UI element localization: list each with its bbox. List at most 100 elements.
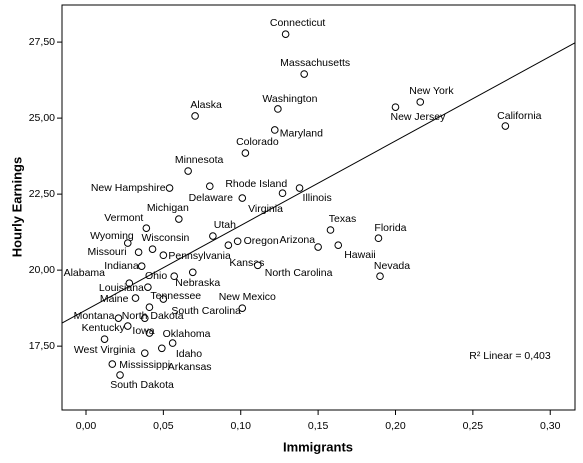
point-label: Mississippi	[119, 359, 170, 371]
point-label: Colorado	[236, 136, 279, 148]
point-label: New York	[409, 85, 454, 97]
x-tick-label: 0,05	[153, 420, 174, 432]
point	[391, 103, 400, 111]
x-tick-label: 0,30	[540, 420, 561, 432]
point-label: Nebraska	[175, 277, 220, 289]
point-label: Michigan	[147, 202, 189, 214]
x-tick-label: 0,20	[385, 420, 406, 432]
point-label: Connecticut	[270, 17, 326, 29]
point-label: Rhode Island	[225, 178, 287, 190]
point-label: South Dakota	[110, 379, 174, 391]
point	[140, 314, 149, 322]
point	[253, 261, 262, 270]
point	[205, 182, 214, 191]
y-tick-label: 25,00	[29, 112, 55, 124]
point	[142, 224, 151, 232]
point-label: Louisiana	[99, 282, 144, 294]
point	[278, 189, 287, 198]
point	[376, 272, 384, 281]
point-label: Wisconsin	[142, 232, 190, 244]
point-label: Idaho	[176, 348, 202, 360]
point	[238, 194, 247, 202]
x-axis-label: Immigrants	[283, 439, 353, 454]
y-tick-label: 20,00	[29, 264, 55, 276]
point-label: North Dakota	[122, 310, 184, 322]
point	[140, 349, 149, 357]
point-label: New Hampshire	[91, 182, 166, 194]
x-tick-label: 0,00	[76, 420, 97, 432]
point	[114, 314, 123, 322]
point-label: Alaska	[190, 99, 222, 111]
point	[144, 283, 152, 291]
point	[326, 226, 335, 234]
point	[165, 184, 174, 192]
point	[416, 98, 425, 106]
point	[209, 232, 217, 240]
point-label: Washington	[262, 93, 317, 105]
point	[159, 295, 168, 303]
point-label: Arkansas	[168, 361, 212, 373]
point-label: Tennessee	[150, 290, 201, 302]
point	[158, 344, 166, 353]
point-label: North Carolina	[265, 267, 333, 279]
point	[300, 70, 308, 78]
y-axis-label: Hourly Earnings	[9, 157, 24, 257]
y-tick-label: 27,50	[29, 36, 55, 48]
point-label: Ohio	[145, 270, 167, 282]
point-label: Massachusetts	[280, 57, 350, 69]
point	[148, 245, 157, 253]
point	[270, 126, 279, 134]
point	[233, 237, 242, 246]
point	[145, 329, 154, 337]
point	[274, 105, 282, 113]
point	[191, 112, 199, 120]
point	[168, 339, 177, 347]
point	[241, 149, 250, 157]
point	[188, 268, 197, 277]
point	[175, 215, 183, 223]
point	[224, 241, 233, 250]
point-label: Illinois	[303, 192, 332, 204]
x-tick-label: 0,10	[231, 420, 252, 432]
point	[145, 303, 154, 312]
point-label: Florida	[374, 222, 406, 234]
point-label: Minnesota	[175, 154, 224, 166]
point	[134, 248, 143, 256]
point	[108, 360, 117, 368]
point	[501, 122, 510, 130]
point-label: Delaware	[189, 192, 234, 204]
point	[123, 239, 132, 247]
plot-area	[61, 4, 576, 411]
point-label: Wyoming	[90, 230, 134, 242]
point	[314, 243, 322, 251]
point	[281, 30, 290, 38]
point-label: Virginia	[248, 203, 283, 215]
fit-line	[61, 42, 576, 324]
point-label: Maryland	[280, 128, 323, 140]
point-label: Maine	[100, 293, 129, 305]
point-label: Missouri	[88, 246, 127, 258]
point	[116, 371, 124, 379]
point-label: Utah	[214, 219, 236, 231]
point-label: Alabama	[64, 267, 106, 279]
point-label: California	[497, 110, 542, 122]
point	[100, 335, 109, 343]
r-squared: R² Linear = 0,403	[469, 350, 551, 362]
point-label: Nevada	[374, 260, 410, 272]
point	[295, 184, 304, 192]
point-label: Vermont	[104, 212, 143, 224]
point	[238, 304, 247, 312]
point	[184, 167, 192, 175]
x-tick-label: 0,15	[308, 420, 329, 432]
point-label: Oregon	[244, 235, 279, 247]
point-label: New Mexico	[219, 291, 276, 303]
y-tick-label: 17,50	[29, 340, 55, 352]
point-label: Arizona	[280, 234, 316, 246]
point	[123, 322, 132, 330]
point-label: Oklahoma	[163, 328, 211, 340]
point	[137, 262, 146, 270]
point-label: Kentucky	[82, 322, 126, 334]
point-label: Texas	[329, 213, 356, 225]
y-tick-label: 22,50	[29, 188, 55, 200]
